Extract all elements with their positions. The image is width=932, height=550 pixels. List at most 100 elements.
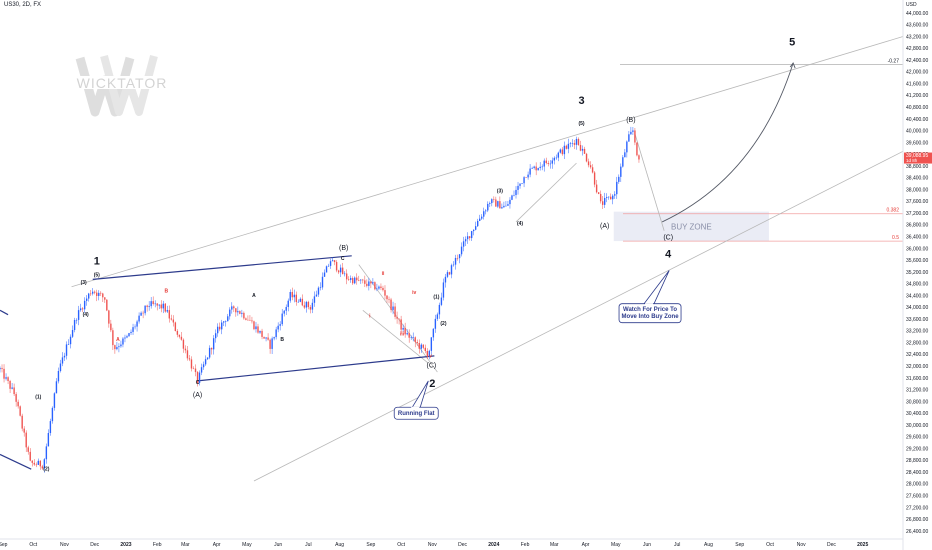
- candle-body: [309, 307, 312, 310]
- candle-body: [460, 246, 463, 255]
- time-tick-label: Sep: [0, 542, 8, 548]
- wave-label: (2): [440, 321, 446, 327]
- candle-body: [503, 205, 505, 208]
- candle-body: [472, 229, 475, 232]
- callout-pointer-mask: [645, 303, 654, 305]
- candle-body: [69, 336, 72, 345]
- candle-body: [348, 279, 350, 280]
- fib-label: 0.382: [886, 208, 899, 214]
- candle-body: [15, 394, 17, 402]
- minor-wave-label: B: [280, 337, 284, 343]
- candle-body: [57, 370, 60, 382]
- callout-text: Running Flat: [398, 411, 435, 417]
- candle-body: [180, 336, 183, 340]
- candle-body: [404, 327, 406, 335]
- candle-body: [243, 312, 245, 319]
- candle-body: [529, 168, 531, 175]
- candle-body: [376, 288, 378, 290]
- candle-body: [513, 194, 515, 196]
- price-tick-label: 28,000.00: [906, 482, 928, 488]
- time-tick-label: Sep: [735, 542, 744, 548]
- candle-body: [350, 278, 352, 280]
- candle-body: [523, 177, 525, 184]
- candle-body: [87, 293, 90, 299]
- price-tick-label: 38,400.00: [906, 176, 928, 182]
- candle-body: [104, 297, 106, 300]
- flat-upper-line: [92, 255, 352, 280]
- candle-body: [464, 239, 467, 242]
- candle-body: [126, 336, 128, 338]
- time-tick-label: Feb: [153, 542, 162, 548]
- candle-body: [132, 327, 134, 332]
- candle-body: [632, 130, 634, 132]
- candle-body: [354, 277, 356, 284]
- watermark-w-back: [75, 56, 135, 117]
- candle-body: [285, 306, 287, 311]
- candle-body: [5, 377, 7, 379]
- candle-body: [178, 334, 181, 337]
- candle-body: [515, 189, 517, 195]
- candle-body: [319, 287, 322, 288]
- candle-body: [223, 321, 225, 323]
- candle-body: [368, 281, 370, 286]
- price-tick-label: 26,800.00: [906, 517, 928, 523]
- candle-body: [17, 401, 19, 407]
- candle-body: [61, 357, 64, 364]
- candle-body: [624, 152, 626, 158]
- candle-body: [505, 205, 507, 207]
- projection-b-to-c: [634, 133, 665, 231]
- candle-body: [608, 196, 610, 198]
- time-tick-label: Sep: [366, 542, 375, 548]
- candle-body: [241, 312, 243, 314]
- candle-body: [343, 273, 346, 275]
- candle-body: [394, 306, 396, 317]
- candle-body: [128, 333, 130, 337]
- candle-body: [485, 210, 487, 212]
- wave-label: (B): [339, 245, 348, 252]
- wave3-subline: [515, 162, 577, 223]
- price-tick-label: 38,000.00: [906, 187, 928, 193]
- price-tick-label: 43,200.00: [906, 34, 928, 40]
- time-tick-label: Oct: [766, 542, 774, 548]
- symbol-label[interactable]: US30, 2D, FX: [4, 2, 42, 8]
- candle-body: [448, 272, 451, 275]
- candle-body: [35, 464, 37, 466]
- candle-body: [372, 282, 374, 284]
- candle-body: [152, 301, 154, 304]
- wave-label: (B): [626, 117, 635, 124]
- candle-body: [96, 292, 98, 296]
- wave-label: (4): [517, 221, 523, 227]
- time-tick-label: 2024: [488, 542, 499, 548]
- wave-label: 3: [578, 95, 584, 107]
- time-tick-label: Jun: [643, 542, 651, 548]
- candle-body: [261, 330, 263, 337]
- candle-body: [267, 337, 269, 340]
- candle-body: [53, 393, 56, 408]
- candle-body: [311, 302, 314, 310]
- candle-body: [579, 144, 582, 151]
- price-tick-label: 33,600.00: [906, 317, 928, 323]
- time-tick-label: Mar: [181, 542, 190, 548]
- time-tick-label: Dec: [90, 542, 99, 548]
- candle-body: [43, 459, 46, 469]
- candle-body: [287, 300, 289, 307]
- candle-body: [116, 347, 118, 350]
- price-tick-label: 34,400.00: [906, 293, 928, 299]
- time-tick-label: 2025: [857, 542, 868, 548]
- candle-body: [7, 377, 9, 382]
- candle-body: [360, 279, 362, 281]
- candle-body: [92, 291, 94, 294]
- candle-body: [317, 287, 320, 295]
- candle-body: [575, 138, 578, 145]
- candle-body: [341, 267, 344, 275]
- candle-body: [507, 204, 509, 206]
- candle-body: [618, 176, 620, 182]
- time-tick-label: 2023: [120, 542, 131, 548]
- price-tick-label: 32,800.00: [906, 340, 928, 346]
- candle-body: [585, 153, 588, 162]
- candle-body: [216, 326, 219, 334]
- price-tick-label: 39,600.00: [906, 140, 928, 146]
- candle-body: [531, 167, 533, 169]
- candle-body: [541, 166, 543, 168]
